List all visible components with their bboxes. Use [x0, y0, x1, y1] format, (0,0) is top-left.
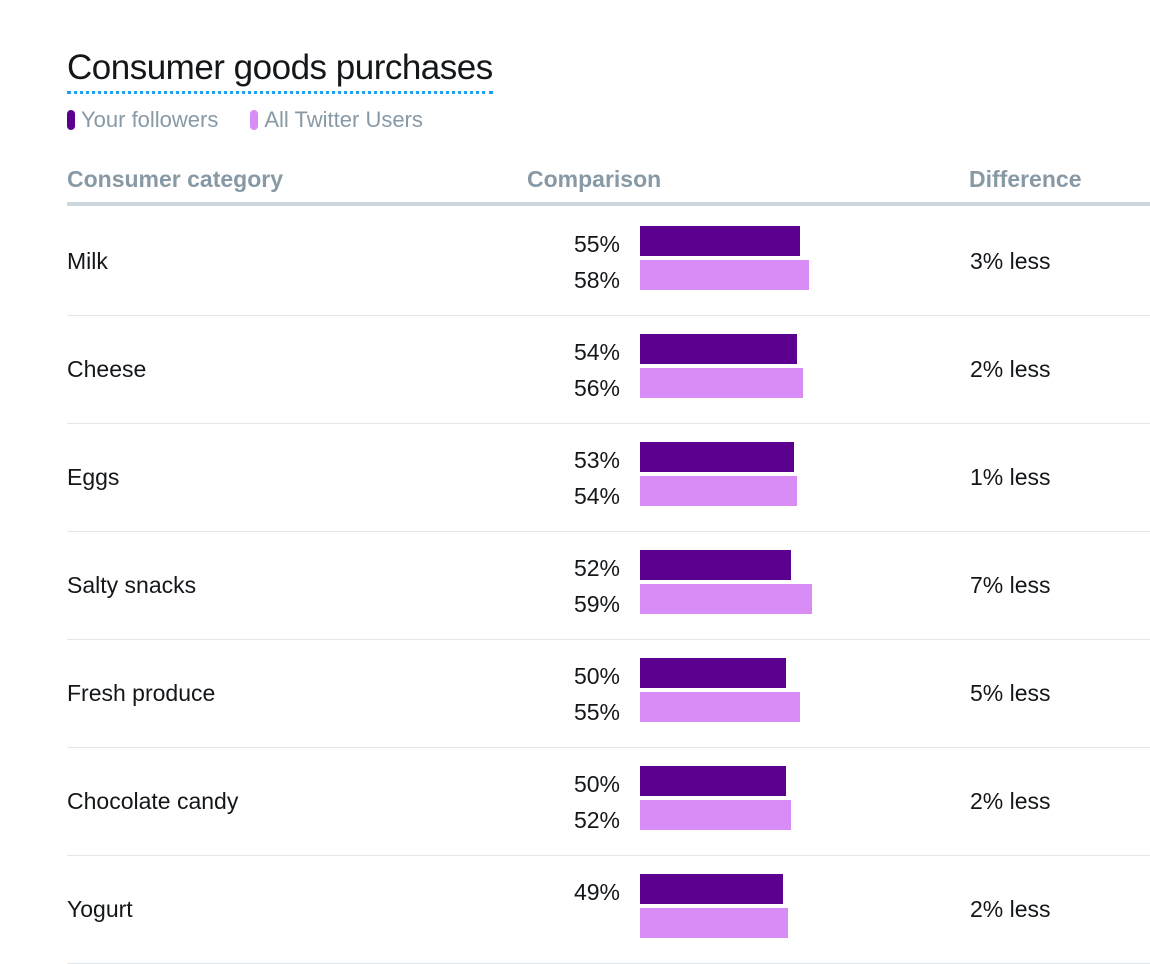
- category-label: Eggs: [67, 464, 120, 490]
- table-row: Salty snacks 52% 59% 7% less: [67, 532, 1150, 640]
- column-header-category: Consumer category: [67, 166, 284, 192]
- table-row: Milk 55% 58% 3% less: [67, 208, 1150, 316]
- table-row: Cheese 54% 56% 2% less: [67, 316, 1150, 424]
- all-users-bar[interactable]: [640, 368, 803, 398]
- category-label: Salty snacks: [67, 572, 197, 598]
- difference-value: 5% less: [970, 680, 1051, 706]
- difference-value: 2% less: [970, 356, 1051, 382]
- legend-swatch-followers: [67, 110, 75, 130]
- difference-value: 3% less: [970, 248, 1051, 274]
- followers-bar[interactable]: [640, 226, 801, 256]
- column-header-comparison: Comparison: [527, 166, 662, 192]
- all-users-value-label: 55%: [573, 699, 620, 725]
- chart-title[interactable]: Consumer goods purchases: [67, 46, 493, 94]
- all-users-bar[interactable]: [640, 476, 798, 506]
- all-users-bar[interactable]: [640, 800, 792, 830]
- followers-value-label: 55%: [573, 231, 620, 257]
- followers-value-label: 53%: [573, 447, 620, 473]
- legend: Your followers All Twitter Users: [67, 106, 455, 134]
- legend-item-followers[interactable]: Your followers: [67, 107, 218, 133]
- difference-value: 7% less: [970, 572, 1051, 598]
- legend-label-followers: Your followers: [81, 107, 219, 132]
- difference-value: 1% less: [970, 464, 1051, 490]
- followers-bar[interactable]: [640, 550, 792, 580]
- followers-value-label: 49%: [573, 879, 620, 905]
- category-label: Fresh produce: [67, 680, 216, 706]
- all-users-value-label: 59%: [573, 591, 620, 617]
- table-header: Consumer category Comparison Difference: [67, 162, 1150, 206]
- all-users-value-label: 54%: [573, 483, 620, 509]
- followers-bar[interactable]: [640, 766, 786, 796]
- all-users-bar[interactable]: [640, 692, 801, 722]
- category-label: Yogurt: [67, 896, 133, 922]
- followers-bar[interactable]: [640, 874, 783, 904]
- category-label: Chocolate candy: [67, 788, 239, 814]
- table-row: Chocolate candy 50% 52% 2% less: [67, 748, 1150, 856]
- all-users-bar[interactable]: [640, 908, 789, 938]
- followers-value-label: 50%: [573, 663, 620, 689]
- all-users-value-label: 52%: [573, 807, 620, 833]
- table-row: Eggs 53% 54% 1% less: [67, 424, 1150, 532]
- followers-bar[interactable]: [640, 442, 795, 472]
- category-label: Milk: [67, 248, 108, 274]
- followers-value-label: 50%: [573, 771, 620, 797]
- category-label: Cheese: [67, 356, 147, 382]
- table-body: Milk 55% 58% 3% less Cheese 54% 56% 2% less Eggs…: [67, 208, 1150, 964]
- legend-swatch-all-users: [250, 110, 259, 130]
- followers-bar[interactable]: [640, 658, 786, 688]
- column-header-difference: Difference: [969, 166, 1082, 192]
- all-users-bar[interactable]: [640, 584, 812, 614]
- table-row: Fresh produce 50% 55% 5% less: [67, 640, 1150, 748]
- followers-value-label: 54%: [573, 339, 620, 365]
- all-users-value-label: 56%: [573, 375, 620, 401]
- legend-item-all-users[interactable]: All Twitter Users: [250, 107, 423, 133]
- difference-value: 2% less: [970, 788, 1051, 814]
- followers-bar[interactable]: [640, 334, 798, 364]
- all-users-value-label: 58%: [573, 267, 620, 293]
- legend-label-all-users: All Twitter Users: [264, 107, 423, 132]
- followers-value-label: 52%: [573, 555, 620, 581]
- difference-value: 2% less: [970, 896, 1051, 922]
- all-users-bar[interactable]: [640, 260, 809, 290]
- table-row: Yogurt 49% 2% less: [67, 856, 1150, 964]
